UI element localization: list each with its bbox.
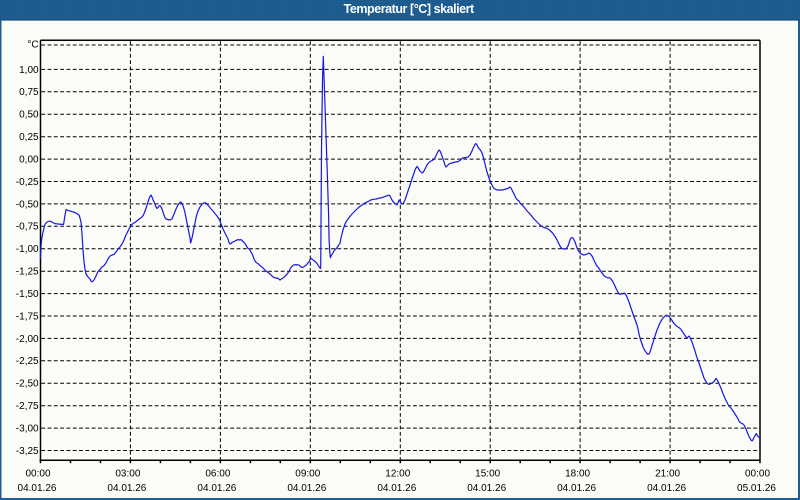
svg-text:-3,25: -3,25 xyxy=(16,446,39,457)
svg-text:04.01.26: 04.01.26 xyxy=(197,483,236,494)
svg-text:00:00: 00:00 xyxy=(25,469,50,480)
svg-text:05.01.26: 05.01.26 xyxy=(737,483,776,494)
svg-text:-1,25: -1,25 xyxy=(16,267,39,278)
svg-text:-0,75: -0,75 xyxy=(16,222,39,233)
svg-text:-0,50: -0,50 xyxy=(16,199,39,210)
svg-text:Temperatur [°C] skaliert: Temperatur [°C] skaliert xyxy=(344,2,475,16)
svg-text:03:00: 03:00 xyxy=(115,469,140,480)
svg-text:09:00: 09:00 xyxy=(295,469,320,480)
svg-text:°C: °C xyxy=(27,40,38,51)
svg-text:18:00: 18:00 xyxy=(565,469,590,480)
svg-text:-2,50: -2,50 xyxy=(16,379,39,390)
svg-text:12:00: 12:00 xyxy=(385,469,410,480)
svg-text:15:00: 15:00 xyxy=(475,469,500,480)
svg-text:-1,50: -1,50 xyxy=(16,289,39,300)
svg-text:04.01.26: 04.01.26 xyxy=(557,483,596,494)
svg-text:1,00: 1,00 xyxy=(19,65,39,76)
svg-text:-1,00: -1,00 xyxy=(16,244,39,255)
svg-text:-3,00: -3,00 xyxy=(16,424,39,435)
svg-text:0,00: 0,00 xyxy=(19,155,39,166)
svg-text:0,25: 0,25 xyxy=(19,132,39,143)
svg-text:00:00: 00:00 xyxy=(745,469,770,480)
svg-text:-0,25: -0,25 xyxy=(16,177,39,188)
svg-text:04.01.26: 04.01.26 xyxy=(107,483,146,494)
svg-text:04.01.26: 04.01.26 xyxy=(647,483,686,494)
svg-text:-2,00: -2,00 xyxy=(16,334,39,345)
svg-text:-2,75: -2,75 xyxy=(16,401,39,412)
svg-text:04.01.26: 04.01.26 xyxy=(467,483,506,494)
svg-text:04.01.26: 04.01.26 xyxy=(18,483,57,494)
svg-text:04.01.26: 04.01.26 xyxy=(377,483,416,494)
svg-text:04.01.26: 04.01.26 xyxy=(287,483,326,494)
svg-text:0,50: 0,50 xyxy=(19,110,39,121)
svg-text:-1,75: -1,75 xyxy=(16,311,39,322)
svg-text:0,75: 0,75 xyxy=(19,87,39,98)
svg-text:-2,25: -2,25 xyxy=(16,356,39,367)
svg-text:06:00: 06:00 xyxy=(205,469,230,480)
svg-text:21:00: 21:00 xyxy=(655,469,680,480)
